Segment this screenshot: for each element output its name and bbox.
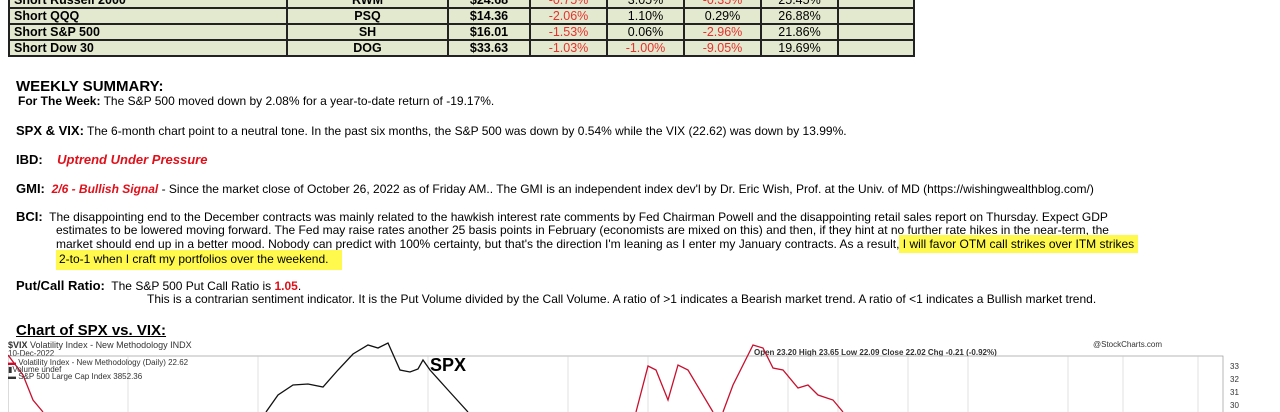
cell-empty [837, 23, 915, 41]
cell-c4: 19.69% [760, 39, 839, 57]
for-the-week: For The Week: The S&P 500 moved down by … [18, 94, 495, 108]
ytick: 32 [1230, 375, 1239, 384]
cell-empty [837, 7, 915, 25]
weekly-summary-heading: WEEKLY SUMMARY: [16, 78, 164, 95]
vix-line [8, 354, 44, 412]
cell-price: $33.63 [447, 39, 531, 57]
cell-c4: 21.86% [760, 23, 839, 41]
cell-c1: -1.53% [529, 23, 608, 41]
ohlc-readout: Open 23.20 High 23.65 Low 22.09 Close 22… [754, 348, 997, 357]
cell-ticker: RWM [286, 0, 449, 9]
legend-vix: ▬ Volatility Index - New Methodology (Da… [8, 358, 189, 367]
cell-c1: -0.75% [529, 0, 608, 9]
ytick: 30 [1230, 401, 1239, 410]
cell-name: Short QQQ [8, 7, 288, 25]
cell-name: Short S&P 500 [8, 23, 288, 41]
chart-title: $VIX Volatility Index - New Methodology … [8, 340, 192, 350]
cell-ticker: DOG [286, 39, 449, 57]
ytick: 31 [1230, 388, 1239, 397]
cell-c3: 0.29% [683, 7, 762, 25]
plot-frame [8, 355, 1224, 412]
cell-c3: -2.96% [683, 23, 762, 41]
chart-date: 10-Dec-2022 [8, 349, 55, 358]
table-row: Short Russell 2000 RWM $24.68 -0.75% 3.05% -0… [8, 0, 915, 9]
table-row: Short QQQ PSQ $14.36 -2.06% 1.10% 0.29% 26.88% [8, 7, 915, 25]
legend-volume: ▮Volume undef [8, 365, 62, 374]
spx-vix: SPX & VIX: The 6-month chart point to a … [16, 123, 847, 138]
vix-line-3 [722, 344, 844, 412]
cell-empty [837, 39, 915, 57]
cell-c4: 26.88% [760, 7, 839, 25]
cell-c2: 1.10% [606, 7, 685, 25]
cell-c1: -1.03% [529, 39, 608, 57]
vix-line-2 [635, 364, 714, 412]
cell-c2: 0.06% [606, 23, 685, 41]
cell-price: $24.68 [447, 0, 531, 9]
cell-c2: -1.00% [606, 39, 685, 57]
cell-name: Short Dow 30 [8, 39, 288, 57]
spx-label: SPX [430, 355, 467, 375]
cell-c1: -2.06% [529, 7, 608, 25]
cell-price: $14.36 [447, 7, 531, 25]
chart-heading: Chart of SPX vs. VIX: [16, 322, 167, 339]
cell-name: Short Russell 2000 [8, 0, 288, 9]
cell-c3: -9.05% [683, 39, 762, 57]
ibd: IBD: Uptrend Under Pressure [16, 152, 208, 167]
table-row: Short S&P 500 SH $16.01 -1.53% 0.06% -2.96% 21… [8, 23, 915, 41]
bci-line3: market should end up in a better mood. N… [56, 235, 1139, 253]
cell-c4: 25.45% [760, 0, 839, 9]
bci-line2: estimates to be lowered moving forward. … [56, 223, 1109, 237]
cell-c2: 3.05% [606, 0, 685, 9]
table-row: Short Dow 30 DOG $33.63 -1.03% -1.00% -9.05% 1… [8, 39, 915, 57]
bci: BCI: The disappointing end to the Decemb… [16, 209, 1108, 224]
etf-table: Short Russell 2000 RWM $24.68 -0.75% 3.05% -0… [8, 0, 915, 57]
cell-empty [837, 0, 915, 9]
watermark: @StockCharts.com [1093, 340, 1163, 349]
cell-ticker: SH [286, 23, 449, 41]
legend-spx: ▬ S&P 500 Large Cap Index 3852.36 [8, 372, 143, 381]
cell-ticker: PSQ [286, 7, 449, 25]
put-call-ratio: Put/Call Ratio: The S&P 500 Put Call Rat… [16, 278, 302, 293]
cell-price: $16.01 [447, 23, 531, 41]
put-call-explanation: This is a contrarian sentiment indicator… [147, 292, 1097, 306]
ytick: 33 [1230, 362, 1239, 371]
spx-line [265, 342, 469, 412]
spx-vix-chart: $VIX Volatility Index - New Methodology … [8, 340, 1239, 412]
gmi: GMI: 2/6 - Bullish Signal - Since the ma… [16, 181, 1094, 196]
bci-highlight: 2-to-1 when I craft my portfolios over t… [53, 250, 345, 270]
cell-c3: -0.35% [683, 0, 762, 9]
chart-plot [8, 342, 1224, 412]
